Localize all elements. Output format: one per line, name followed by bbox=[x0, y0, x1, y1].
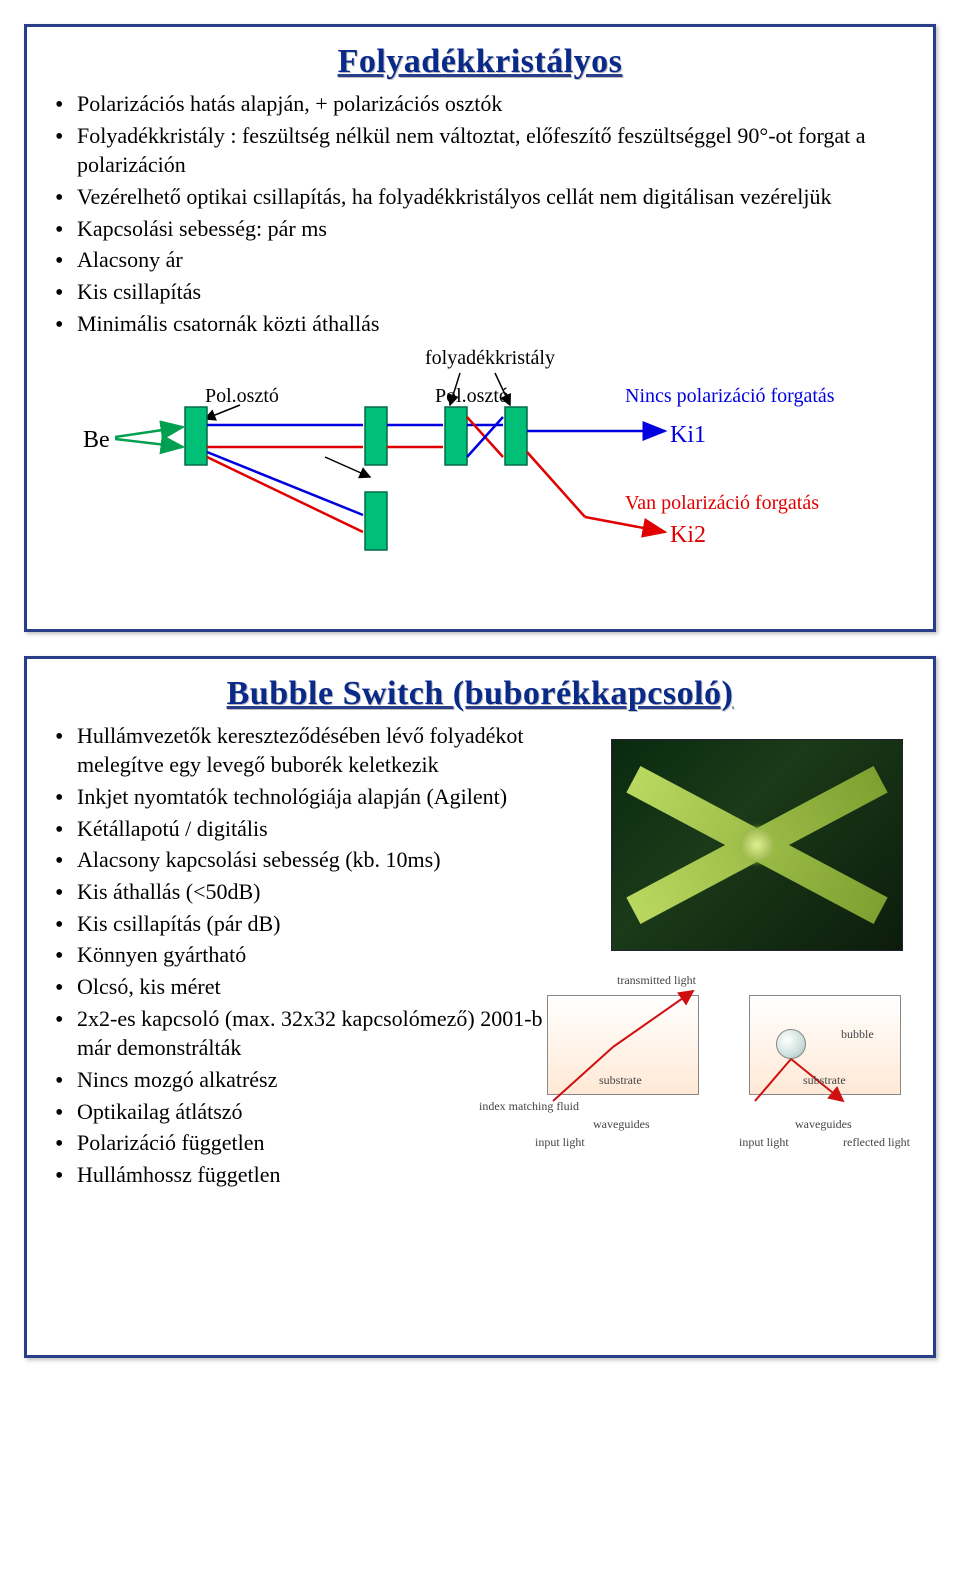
label-substrate2: substrate bbox=[803, 1073, 846, 1088]
bullet: Alacsony ár bbox=[55, 245, 905, 275]
bullet: Polarizációs hatás alapján, + polarizáci… bbox=[55, 89, 905, 119]
slide1-title: Folyadékkristályos bbox=[55, 43, 905, 81]
label-nincs: Nincs polarizáció forgatás bbox=[625, 385, 835, 408]
label-waveguides: waveguides bbox=[593, 1117, 650, 1132]
label-waveguides2: waveguides bbox=[795, 1117, 852, 1132]
label-be: Be bbox=[83, 427, 110, 454]
bullet: Minimális csatornák közti áthallás bbox=[55, 309, 905, 339]
label-pol2: Pol.osztó bbox=[435, 385, 509, 408]
slide2-title: Bubble Switch (buborékkapcsoló) bbox=[55, 675, 905, 713]
label-pol1: Pol.osztó bbox=[205, 385, 279, 408]
bullet: Kis áthallás (<50dB) bbox=[55, 877, 575, 907]
slide2-bullets: Hullámvezetők kereszteződésében lévő fol… bbox=[55, 721, 575, 1190]
label-ki2: Ki2 bbox=[670, 522, 706, 549]
bullet: Folyadékkristály : feszültség nélkül nem… bbox=[55, 121, 905, 180]
bullet: Hullámhossz független bbox=[55, 1160, 575, 1190]
label-ki1: Ki1 bbox=[670, 422, 706, 449]
slide-bubble-switch: Bubble Switch (buborékkapcsoló) Hullámve… bbox=[24, 656, 936, 1358]
label-transmitted: transmitted light bbox=[617, 973, 696, 988]
bullet: Olcsó, kis méret bbox=[55, 972, 575, 1002]
bullet: 2x2-es kapcsoló (max. 32x32 kapcsolómező… bbox=[55, 1004, 575, 1063]
slide-folyadekkristalyos: Folyadékkristályos Polarizációs hatás al… bbox=[24, 24, 936, 632]
bullet: Polarizáció független bbox=[55, 1128, 575, 1158]
lc-switch-diagram: folyadékkristály Pol.osztó Pol.osztó Be … bbox=[65, 347, 895, 607]
bubble-figures: transmitted light substrate substrate in… bbox=[543, 739, 913, 1149]
bullet: Alacsony kapcsolási sebesség (kb. 10ms) bbox=[55, 845, 575, 875]
label-input: input light bbox=[535, 1135, 585, 1150]
label-van: Van polarizáció forgatás bbox=[625, 492, 819, 515]
label-folyadekkristaly: folyadékkristály bbox=[425, 347, 555, 370]
bullet: Nincs mozgó alkatrész bbox=[55, 1065, 575, 1095]
bullet: Hullámvezetők kereszteződésében lévő fol… bbox=[55, 721, 575, 780]
bullet: Inkjet nyomtatók technológiája alapján (… bbox=[55, 782, 575, 812]
label-substrate: substrate bbox=[599, 1073, 642, 1088]
bullet: Kis csillapítás (pár dB) bbox=[55, 909, 575, 939]
bullet: Kapcsolási sebesség: pár ms bbox=[55, 214, 905, 244]
label-input2: input light bbox=[739, 1135, 789, 1150]
bullet: Könnyen gyártható bbox=[55, 940, 575, 970]
bullet: Kétállapotú / digitális bbox=[55, 814, 575, 844]
bubble-photo bbox=[611, 739, 903, 951]
slide1-bullets: Polarizációs hatás alapján, + polarizáci… bbox=[55, 89, 905, 339]
bubble-schematic: transmitted light substrate substrate in… bbox=[543, 969, 913, 1149]
label-bubble: bubble bbox=[841, 1027, 874, 1042]
bullet: Vezérelhető optikai csillapítás, ha foly… bbox=[55, 182, 905, 212]
label-index-matching: index matching fluid bbox=[479, 1099, 559, 1114]
label-reflected: reflected light bbox=[843, 1135, 910, 1150]
bullet: Kis csillapítás bbox=[55, 277, 905, 307]
